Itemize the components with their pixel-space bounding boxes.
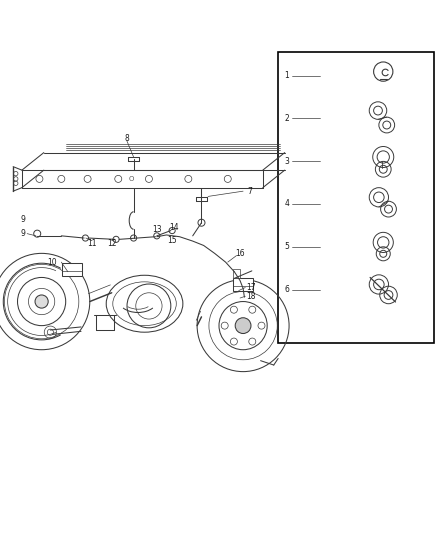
Text: 9: 9: [21, 229, 26, 238]
Text: 13: 13: [152, 225, 162, 234]
Bar: [62, 263, 82, 276]
Text: 5: 5: [284, 243, 289, 251]
Text: 7: 7: [247, 187, 252, 196]
Text: 17: 17: [246, 283, 256, 292]
Text: 14: 14: [170, 223, 179, 231]
Text: 16: 16: [235, 249, 245, 258]
Text: 15: 15: [167, 236, 177, 245]
Text: 2: 2: [284, 114, 289, 123]
Circle shape: [235, 318, 251, 334]
Text: 1: 1: [284, 71, 289, 80]
Text: 8: 8: [125, 134, 129, 143]
Text: O: O: [129, 176, 134, 182]
Bar: [233, 269, 240, 278]
Text: 18: 18: [246, 292, 256, 301]
Text: 4: 4: [284, 199, 289, 208]
Circle shape: [35, 295, 48, 308]
Text: 12: 12: [107, 239, 117, 248]
Text: 3: 3: [284, 157, 289, 166]
Text: 9: 9: [21, 215, 26, 224]
Bar: [233, 278, 253, 292]
Text: 6: 6: [284, 285, 289, 294]
Text: 11: 11: [87, 239, 97, 248]
Bar: [278, 52, 434, 343]
Text: 10: 10: [47, 257, 57, 266]
